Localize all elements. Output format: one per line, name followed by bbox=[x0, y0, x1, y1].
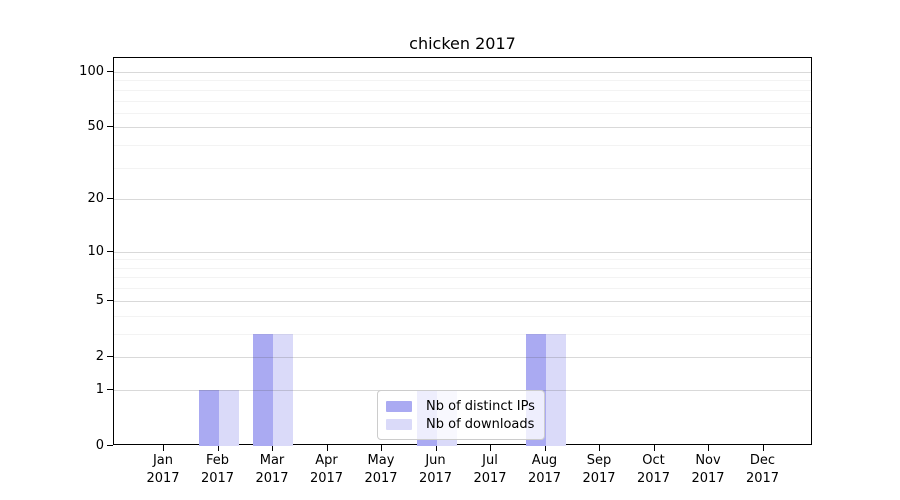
x-tick-label-oct: Oct 2017 bbox=[636, 453, 671, 486]
x-tick-label-nov: Nov 2017 bbox=[691, 453, 725, 486]
bar-mar-downloads bbox=[273, 333, 293, 446]
y-tick-5 bbox=[107, 299, 113, 301]
gridlines-layer bbox=[114, 58, 811, 444]
y-tick-100 bbox=[107, 70, 113, 72]
x-tick-label-jul: Jul 2017 bbox=[473, 453, 507, 486]
bar-mar-distinct-ips bbox=[253, 333, 273, 446]
x-tick-may bbox=[381, 445, 382, 451]
y-tick-label-2: 2 bbox=[95, 348, 104, 364]
x-tick-jul bbox=[490, 445, 491, 451]
y-tick-label-20: 20 bbox=[87, 191, 104, 207]
x-tick-label-apr: Apr 2017 bbox=[309, 453, 344, 486]
gridline-minor-7 bbox=[114, 277, 811, 279]
y-tick-label-10: 10 bbox=[87, 243, 104, 259]
x-tick-label-jun: Jun 2017 bbox=[418, 453, 453, 486]
y-tick-2 bbox=[107, 355, 113, 357]
bar-feb-downloads bbox=[218, 389, 239, 446]
gridline-minor-6 bbox=[114, 288, 811, 290]
y-tick-label-5: 5 bbox=[95, 292, 104, 308]
y-tick-10 bbox=[107, 250, 113, 252]
y-tick-20 bbox=[107, 198, 113, 200]
gridline-minor-60 bbox=[114, 112, 811, 114]
x-tick-label-sep: Sep 2017 bbox=[582, 453, 616, 486]
plot-area bbox=[113, 57, 812, 446]
x-tick-mar bbox=[272, 445, 273, 451]
x-tick-label-mar: Mar 2017 bbox=[255, 453, 289, 486]
legend: Nb of distinct IPs Nb of downloads bbox=[377, 390, 545, 440]
gridline-major-20 bbox=[114, 199, 811, 201]
gridline-minor-80 bbox=[114, 89, 811, 91]
gridline-minor-30 bbox=[114, 167, 811, 169]
legend-entry-distinct-ips: Nb of distinct IPs bbox=[386, 399, 538, 414]
x-tick-jan bbox=[163, 445, 164, 451]
y-tick-label-100: 100 bbox=[79, 63, 104, 79]
x-tick-sep bbox=[599, 445, 600, 451]
chart-title: chicken 2017 bbox=[409, 34, 516, 53]
gridline-minor-3 bbox=[114, 333, 811, 335]
gridline-minor-8 bbox=[114, 267, 811, 269]
x-tick-label-may: May 2017 bbox=[364, 453, 398, 486]
gridline-minor-4 bbox=[114, 315, 811, 317]
y-tick-50 bbox=[107, 126, 113, 128]
gridline-minor-40 bbox=[114, 145, 811, 147]
y-tick-1 bbox=[107, 388, 113, 390]
gridline-minor-90 bbox=[114, 80, 811, 82]
x-tick-feb bbox=[217, 445, 219, 451]
x-tick-aug bbox=[544, 445, 546, 451]
gridline-major-100 bbox=[114, 71, 811, 73]
legend-label-downloads: Nb of downloads bbox=[426, 416, 535, 432]
y-tick-label-50: 50 bbox=[87, 119, 104, 135]
bar-feb-distinct-ips bbox=[198, 389, 219, 446]
legend-swatch-downloads bbox=[386, 418, 412, 430]
legend-entry-downloads: Nb of downloads bbox=[386, 417, 538, 432]
x-tick-oct bbox=[653, 445, 655, 451]
x-tick-dec bbox=[762, 445, 764, 451]
y-tick-0 bbox=[107, 445, 113, 446]
x-tick-jun bbox=[435, 445, 437, 451]
gridline-major-10 bbox=[114, 251, 811, 253]
x-tick-label-aug: Aug 2017 bbox=[527, 453, 562, 486]
bar-aug-downloads bbox=[545, 333, 566, 446]
gridline-minor-70 bbox=[114, 100, 811, 102]
gridline-major-5 bbox=[114, 300, 811, 302]
gridline-minor-9 bbox=[114, 259, 811, 261]
gridline-major-2 bbox=[114, 356, 811, 358]
y-tick-label-1: 1 bbox=[95, 381, 104, 397]
x-tick-nov bbox=[708, 445, 709, 451]
y-tick-label-0: 0 bbox=[95, 438, 104, 453]
gridline-major-50 bbox=[114, 127, 811, 129]
x-tick-label-feb: Feb 2017 bbox=[200, 453, 235, 486]
x-tick-apr bbox=[326, 445, 328, 451]
legend-swatch-distinct-ips bbox=[386, 400, 412, 412]
legend-label-distinct-ips: Nb of distinct IPs bbox=[426, 398, 535, 414]
x-tick-label-dec: Dec 2017 bbox=[745, 453, 780, 486]
x-tick-label-jan: Jan 2017 bbox=[146, 453, 180, 486]
